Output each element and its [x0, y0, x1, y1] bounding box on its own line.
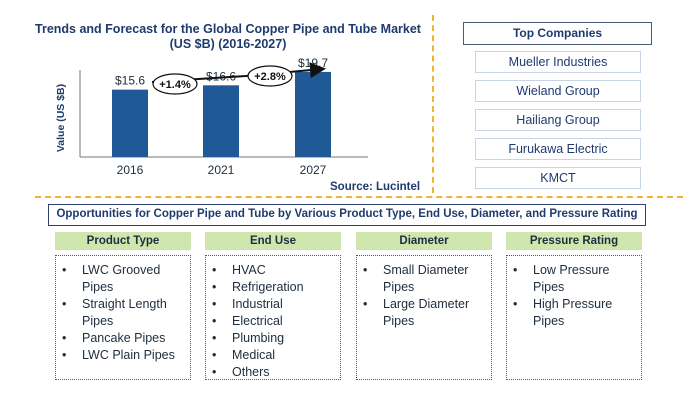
bullet-icon: •: [62, 331, 67, 345]
category-item-label: High Pressure Pipes: [533, 297, 613, 328]
x-tick-label: 2016: [117, 163, 144, 177]
category-item-label: Small Diameter Pipes: [383, 263, 469, 294]
category-header-product-type: Product Type: [55, 232, 191, 250]
category-item-label: Medical: [232, 348, 276, 362]
bullet-icon: •: [62, 263, 67, 277]
bar-value-label: $19.7: [298, 56, 328, 70]
bullet-icon: •: [212, 280, 217, 294]
category-item-label: Large Diameter Pipes: [383, 297, 470, 328]
chart-title: Trends and Forecast for the Global Coppe…: [18, 22, 438, 52]
bullet-icon: •: [363, 297, 368, 311]
company-kmct: KMCT: [475, 167, 641, 189]
category-header-pressure-rating: Pressure Rating: [506, 232, 642, 250]
category-item-label: Low Pressure Pipes: [533, 263, 610, 294]
category-list-item: • Plumbing: [206, 330, 340, 347]
category-item-label: Pancake Pipes: [82, 331, 166, 345]
company-mueller-industries: Mueller Industries: [475, 51, 641, 73]
bar-2027: [295, 71, 331, 157]
category-item-label: Plumbing: [232, 331, 285, 345]
chart-title-line2: (US $B) (2016-2027): [169, 37, 287, 51]
horizontal-divider: [35, 196, 683, 198]
bullet-icon: •: [62, 297, 67, 311]
category-header-diameter: Diameter: [356, 232, 492, 250]
category-list-product-type: • LWC Grooved Pipes • Straight Length Pipes…: [55, 255, 191, 380]
growth-label: +1.4%: [159, 79, 191, 91]
growth-label: +2.8%: [254, 71, 286, 83]
growth-annotations: +1.4% +2.8%: [151, 62, 326, 95]
x-tick-label: 2027: [300, 163, 327, 177]
growth-badge: [247, 65, 293, 87]
category-header-end-use: End Use: [205, 232, 341, 250]
category-list-item: • Straight Length Pipes: [56, 296, 190, 330]
bullet-icon: •: [212, 365, 217, 379]
opportunities-title: Opportunities for Copper Pipe and Tube b…: [48, 204, 646, 226]
category-item-label: Industrial: [232, 297, 283, 311]
category-list-item: • Pancake Pipes: [56, 330, 190, 347]
category-list-item: • Medical: [206, 347, 340, 364]
bar-2016: [112, 89, 148, 157]
category-item-label: Refrigeration: [232, 280, 304, 294]
category-list-item: • Refrigeration: [206, 279, 340, 296]
category-list-item: • Electrical: [206, 313, 340, 330]
chart-source: Source: Lucintel: [330, 181, 421, 193]
growth-badge: [152, 73, 198, 95]
category-list-item: • Industrial: [206, 296, 340, 313]
bar-chart: Value (US $B) $15.6 2016 $16.6 2021 $19.7 202…: [55, 56, 368, 177]
bullet-icon: •: [212, 297, 217, 311]
category-list-item: • Low Pressure Pipes: [507, 262, 641, 296]
category-item-label: LWC Grooved Pipes: [82, 263, 161, 294]
bar-value-label: $16.6: [206, 69, 236, 83]
bullet-icon: •: [363, 263, 368, 277]
category-item-label: Others: [232, 365, 270, 379]
category-list-end-use: • HVAC • Refrigeration • Industrial • Electrica…: [205, 255, 341, 380]
bullet-icon: •: [212, 263, 217, 277]
bullet-icon: •: [513, 297, 518, 311]
category-list-item: • Small Diameter Pipes: [357, 262, 491, 296]
category-list-item: • HVAC: [206, 262, 340, 279]
chart-title-line1: Trends and Forecast for the Global Coppe…: [35, 22, 421, 36]
y-axis-label: Value (US $B): [55, 84, 67, 152]
bullet-icon: •: [212, 348, 217, 362]
category-list-item: • LWC Plain Pipes: [56, 347, 190, 364]
bullet-icon: •: [212, 314, 217, 328]
category-item-label: LWC Plain Pipes: [82, 348, 175, 362]
bullet-icon: •: [212, 331, 217, 345]
company-wieland-group: Wieland Group: [475, 80, 641, 102]
company-furukawa-electric: Furukawa Electric: [475, 138, 641, 160]
category-list-diameter: • Small Diameter Pipes • Large Diameter Pip…: [356, 255, 492, 380]
category-item-label: Electrical: [232, 314, 283, 328]
bar-value-label: $15.6: [115, 74, 145, 88]
bar-2021: [203, 85, 239, 157]
bullet-icon: •: [62, 348, 67, 362]
category-list-pressure-rating: • Low Pressure Pipes • High Pressure Pipes: [506, 255, 642, 380]
category-list-item: • Others: [206, 364, 340, 381]
category-list-item: • High Pressure Pipes: [507, 296, 641, 330]
category-item-label: Straight Length Pipes: [82, 297, 167, 328]
company-hailiang-group: Hailiang Group: [475, 109, 641, 131]
category-item-label: HVAC: [232, 263, 266, 277]
bars-group: $15.6 2016 $16.6 2021 $19.7 2027: [112, 56, 331, 177]
vertical-divider: [432, 15, 434, 193]
category-list-item: • Large Diameter Pipes: [357, 296, 491, 330]
bullet-icon: •: [513, 263, 518, 277]
top-companies-header: Top Companies: [463, 22, 652, 45]
x-tick-label: 2021: [208, 163, 235, 177]
category-list-item: • LWC Grooved Pipes: [56, 262, 190, 296]
